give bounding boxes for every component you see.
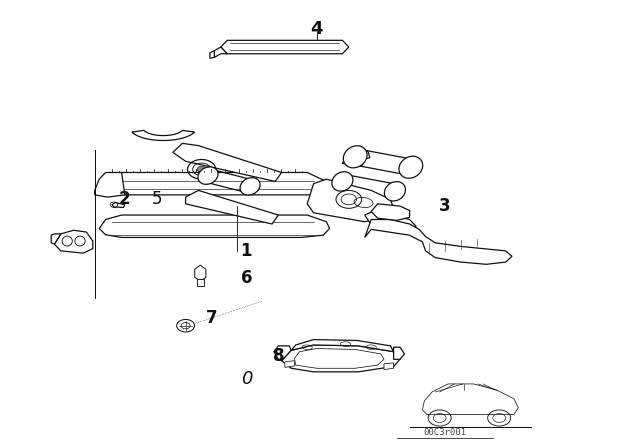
Text: 5: 5 <box>152 190 162 208</box>
Polygon shape <box>384 363 394 370</box>
Polygon shape <box>365 211 416 233</box>
Polygon shape <box>99 172 333 195</box>
Polygon shape <box>291 340 394 352</box>
Ellipse shape <box>399 156 422 178</box>
Polygon shape <box>294 349 384 368</box>
Ellipse shape <box>343 146 367 168</box>
Text: 0: 0 <box>241 370 252 388</box>
Polygon shape <box>195 265 206 281</box>
Polygon shape <box>394 347 404 359</box>
Text: 4: 4 <box>310 20 323 38</box>
Text: 3: 3 <box>439 197 451 215</box>
Polygon shape <box>197 279 204 286</box>
Text: 6: 6 <box>241 269 252 287</box>
Polygon shape <box>54 230 93 253</box>
Polygon shape <box>342 150 368 166</box>
Polygon shape <box>112 202 125 207</box>
Polygon shape <box>214 47 227 57</box>
Text: 7: 7 <box>205 309 217 327</box>
Polygon shape <box>173 143 282 181</box>
Ellipse shape <box>385 181 406 201</box>
Ellipse shape <box>198 167 218 184</box>
Text: 2: 2 <box>119 190 131 208</box>
Text: 00C3r001: 00C3r001 <box>423 428 467 437</box>
Polygon shape <box>99 215 330 237</box>
Polygon shape <box>285 361 294 367</box>
Circle shape <box>197 166 206 172</box>
Ellipse shape <box>332 172 353 191</box>
Polygon shape <box>358 149 370 160</box>
Text: 8: 8 <box>273 347 284 365</box>
Polygon shape <box>210 51 214 58</box>
Text: 1: 1 <box>241 242 252 260</box>
Polygon shape <box>371 204 410 220</box>
Polygon shape <box>422 384 518 414</box>
Polygon shape <box>132 130 195 141</box>
Polygon shape <box>51 234 61 244</box>
Ellipse shape <box>240 177 260 195</box>
Polygon shape <box>307 179 394 222</box>
Polygon shape <box>221 40 349 54</box>
Polygon shape <box>95 172 125 197</box>
Polygon shape <box>274 346 291 361</box>
Polygon shape <box>365 220 512 264</box>
Polygon shape <box>186 190 278 224</box>
Polygon shape <box>282 345 400 372</box>
